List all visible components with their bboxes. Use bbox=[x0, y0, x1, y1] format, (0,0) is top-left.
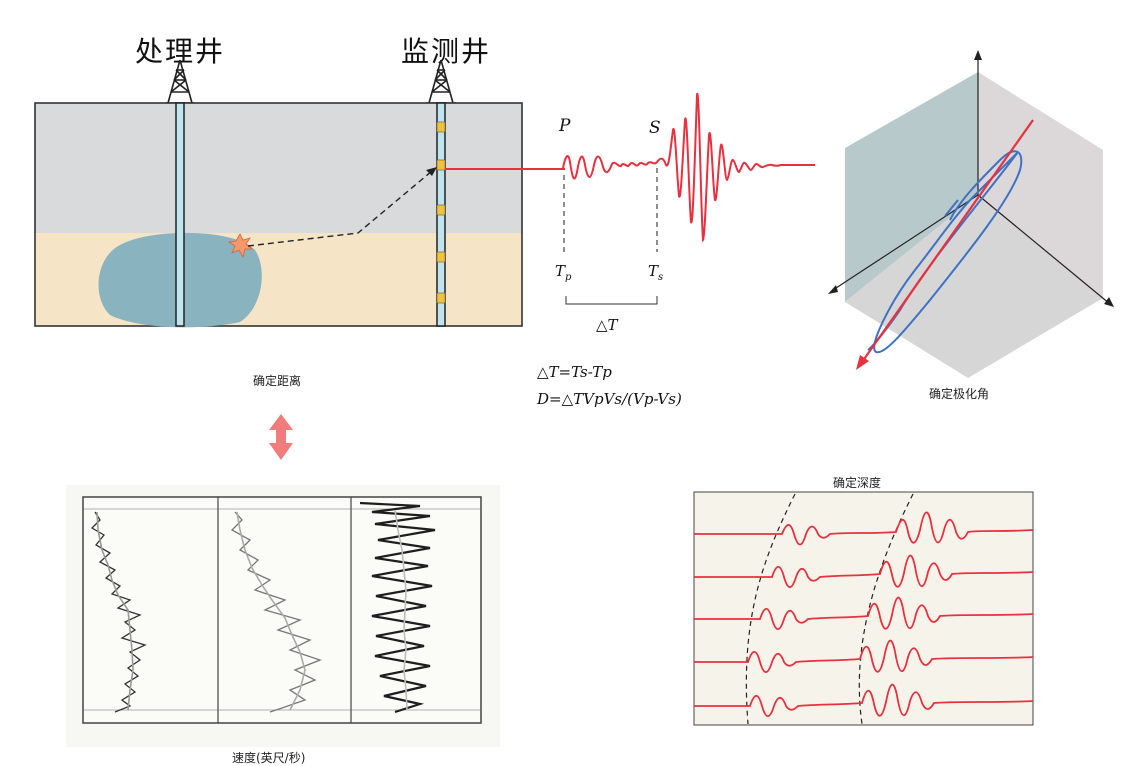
formula-distance: D=△TVpVs/(Vp-Vs) bbox=[537, 390, 682, 408]
depth-trace-2 bbox=[694, 554, 1034, 589]
depth-trace-4 bbox=[694, 639, 1034, 674]
caption-determine-distance: 确定距离 bbox=[253, 374, 302, 388]
velocity-track-3 bbox=[359, 501, 436, 714]
section-frame bbox=[34, 102, 523, 327]
microseismic-event-icon bbox=[227, 233, 254, 259]
caption-velocity-axis: 速度(英尺/秒) bbox=[232, 751, 306, 765]
caption-determine-depth: 确定深度 bbox=[833, 476, 882, 490]
monitoring-derrick-icon bbox=[426, 59, 456, 104]
moveout-curve-1 bbox=[745, 493, 796, 725]
delta-t-label: △T bbox=[596, 316, 619, 334]
geophone-array bbox=[436, 121, 446, 304]
formula-delta-t: △T=Ts-Tp bbox=[537, 363, 612, 381]
caption-determine-polarization: 确定极化角 bbox=[929, 387, 990, 401]
velocity-track-1 bbox=[90, 511, 147, 713]
tp-label: Tp bbox=[555, 262, 572, 283]
treatment-derrick-icon bbox=[165, 59, 195, 104]
ray-arrow-icon bbox=[426, 167, 437, 176]
depth-trace-1 bbox=[694, 511, 1034, 546]
treatment-well bbox=[175, 102, 185, 327]
delta-t-bracket bbox=[565, 296, 658, 305]
depth-panel bbox=[693, 491, 1034, 726]
double-arrow-icon bbox=[269, 414, 293, 460]
monitoring-well-title: 监测井 bbox=[401, 35, 492, 68]
depth-traces bbox=[694, 511, 1034, 718]
s-wave-label: S bbox=[649, 118, 661, 138]
ts-label: Ts bbox=[648, 262, 663, 283]
polarization-trace bbox=[867, 150, 1023, 354]
p-wave-label: P bbox=[558, 116, 571, 136]
ray-path bbox=[247, 170, 433, 247]
polarization-arrow-icon bbox=[856, 355, 869, 370]
moveout-curve-2 bbox=[858, 493, 914, 725]
seismic-waveform bbox=[562, 92, 815, 243]
polarization-cube bbox=[828, 50, 1114, 378]
depth-trace-3 bbox=[694, 596, 1034, 631]
depth-trace-5 bbox=[694, 683, 1034, 718]
velocity-log-panel bbox=[66, 485, 500, 747]
polarization-vector bbox=[861, 119, 1034, 363]
